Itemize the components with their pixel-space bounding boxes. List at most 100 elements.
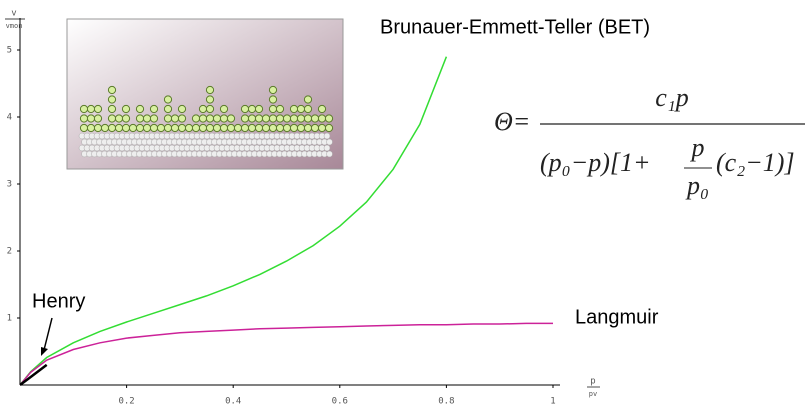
adsorbed-molecule xyxy=(107,85,117,95)
adsorbed-molecule xyxy=(268,114,278,123)
adsorbed-molecule xyxy=(261,123,271,133)
adsorbed-molecule xyxy=(296,123,306,133)
adsorbed-molecule xyxy=(198,123,208,133)
adsorbed-molecule xyxy=(247,123,257,133)
adsorbed-molecule xyxy=(310,114,320,123)
y-tick-label: 3 xyxy=(7,180,12,190)
adsorbed-molecule xyxy=(226,114,236,123)
y-tick-label: 4 xyxy=(7,113,12,123)
adsorbed-molecule xyxy=(296,114,306,123)
substrate-atom xyxy=(326,138,333,146)
y-tick-label: 5 xyxy=(7,46,12,56)
adsorbed-molecule xyxy=(219,114,229,123)
adsorbed-molecule xyxy=(275,114,285,123)
annotation-arrow xyxy=(43,317,53,351)
adsorbed-molecule xyxy=(114,114,124,123)
adsorbed-molecule xyxy=(275,123,285,133)
adsorbed-molecule xyxy=(205,104,215,114)
adsorbed-molecule xyxy=(128,123,138,133)
x-tick-label: 1 xyxy=(550,397,555,407)
adsorbed-molecule xyxy=(240,123,250,133)
adsorbed-molecule xyxy=(93,123,103,133)
adsorbed-molecule xyxy=(149,104,159,114)
y-label-den: vmon xyxy=(6,22,23,30)
adsorbed-molecule xyxy=(296,104,306,114)
adsorbed-molecule xyxy=(135,114,145,123)
adsorbed-molecule xyxy=(170,114,180,123)
adsorbed-molecule xyxy=(254,104,264,114)
adsorbed-molecule xyxy=(324,114,334,123)
legend-label: Langmuir xyxy=(575,306,659,328)
formula-frac-num: p xyxy=(690,133,705,162)
adsorbed-molecule xyxy=(107,104,117,114)
adsorbed-molecule xyxy=(121,114,131,123)
adsorbed-molecule xyxy=(79,123,89,133)
adsorbed-molecule xyxy=(205,123,215,133)
adsorbed-molecule xyxy=(303,114,313,123)
illustration xyxy=(66,18,344,170)
adsorbed-molecule xyxy=(247,114,257,123)
adsorbed-molecule xyxy=(205,114,215,123)
adsorbed-molecule xyxy=(121,104,131,114)
adsorbed-molecule xyxy=(303,123,313,133)
adsorbed-molecule xyxy=(219,123,229,133)
adsorbed-molecule xyxy=(198,114,208,123)
legend-label: Brunauer-Emmett-Teller (BET) xyxy=(380,16,650,38)
adsorbed-molecule xyxy=(121,123,131,133)
adsorbed-molecule xyxy=(163,114,173,123)
adsorbed-molecule xyxy=(289,104,299,114)
adsorbed-molecule xyxy=(317,104,327,114)
adsorbed-molecule xyxy=(135,123,145,133)
adsorbed-molecule xyxy=(107,123,117,133)
adsorbed-molecule xyxy=(170,123,180,133)
adsorbed-molecule xyxy=(100,123,110,133)
adsorbed-molecule xyxy=(247,104,257,114)
x-label-num: p xyxy=(590,377,595,387)
adsorbed-molecule xyxy=(310,123,320,133)
x-tick-label: 0.2 xyxy=(118,397,134,407)
adsorbed-molecule xyxy=(93,104,103,114)
adsorbed-molecule xyxy=(142,114,152,123)
adsorbed-molecule xyxy=(275,104,285,114)
adsorbed-molecule xyxy=(191,114,201,123)
y-tick-label: 2 xyxy=(7,247,12,257)
series-line xyxy=(19,322,553,386)
adsorbed-molecule xyxy=(79,114,89,123)
adsorbed-molecule xyxy=(268,85,278,95)
adsorbed-molecule xyxy=(240,104,250,114)
adsorbed-molecule xyxy=(163,123,173,133)
adsorbed-molecule xyxy=(205,85,215,95)
adsorbed-molecule xyxy=(107,114,117,123)
adsorbed-molecule xyxy=(205,95,215,104)
adsorbed-molecule xyxy=(226,123,236,133)
substrate-atom xyxy=(323,132,331,140)
annotation-arrowhead xyxy=(41,347,48,356)
adsorbed-molecule xyxy=(86,123,96,133)
adsorbed-molecule xyxy=(233,123,243,133)
x-tick-label: 0.6 xyxy=(332,397,348,407)
y-tick-label: 1 xyxy=(7,314,12,324)
adsorbed-molecule xyxy=(268,123,278,133)
adsorbed-molecule xyxy=(86,114,96,123)
adsorbed-molecule xyxy=(114,123,124,133)
series-line xyxy=(19,56,448,386)
adsorbed-molecule xyxy=(198,104,208,114)
adsorbed-molecule xyxy=(268,104,278,114)
formula-numerator: c₁p xyxy=(655,83,689,112)
adsorbed-molecule xyxy=(149,114,159,123)
adsorbed-molecule xyxy=(317,123,327,133)
adsorbed-molecule xyxy=(289,114,299,123)
substrate-atom xyxy=(323,144,331,152)
adsorbed-molecule xyxy=(177,123,187,133)
legend-label: Henry xyxy=(32,290,85,312)
x-tick-label: 0.8 xyxy=(438,397,454,407)
adsorbed-molecule xyxy=(212,123,222,133)
adsorbed-molecule xyxy=(163,104,173,114)
adsorbed-molecule xyxy=(177,114,187,123)
adsorbed-molecule xyxy=(163,95,173,104)
formula-den-left: (p₀−p)[1+ xyxy=(540,148,651,177)
adsorbed-molecule xyxy=(135,104,145,114)
adsorbed-molecule xyxy=(317,114,327,123)
adsorbed-molecule xyxy=(254,114,264,123)
